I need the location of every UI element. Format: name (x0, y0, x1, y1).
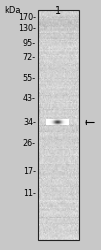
Text: 11-: 11- (23, 189, 36, 198)
Text: 170-: 170- (18, 13, 36, 22)
Text: 43-: 43- (23, 94, 36, 103)
Text: 55-: 55- (23, 74, 36, 83)
Text: kDa: kDa (4, 6, 20, 15)
Text: 17-: 17- (23, 167, 36, 176)
Text: 26-: 26- (23, 139, 36, 148)
Text: 130-: 130- (18, 24, 36, 33)
Text: 1: 1 (55, 6, 61, 16)
Text: 95-: 95- (23, 39, 36, 48)
Bar (38, 10, 79, 240)
Text: 34-: 34- (23, 118, 36, 127)
Text: 72-: 72- (23, 53, 36, 62)
